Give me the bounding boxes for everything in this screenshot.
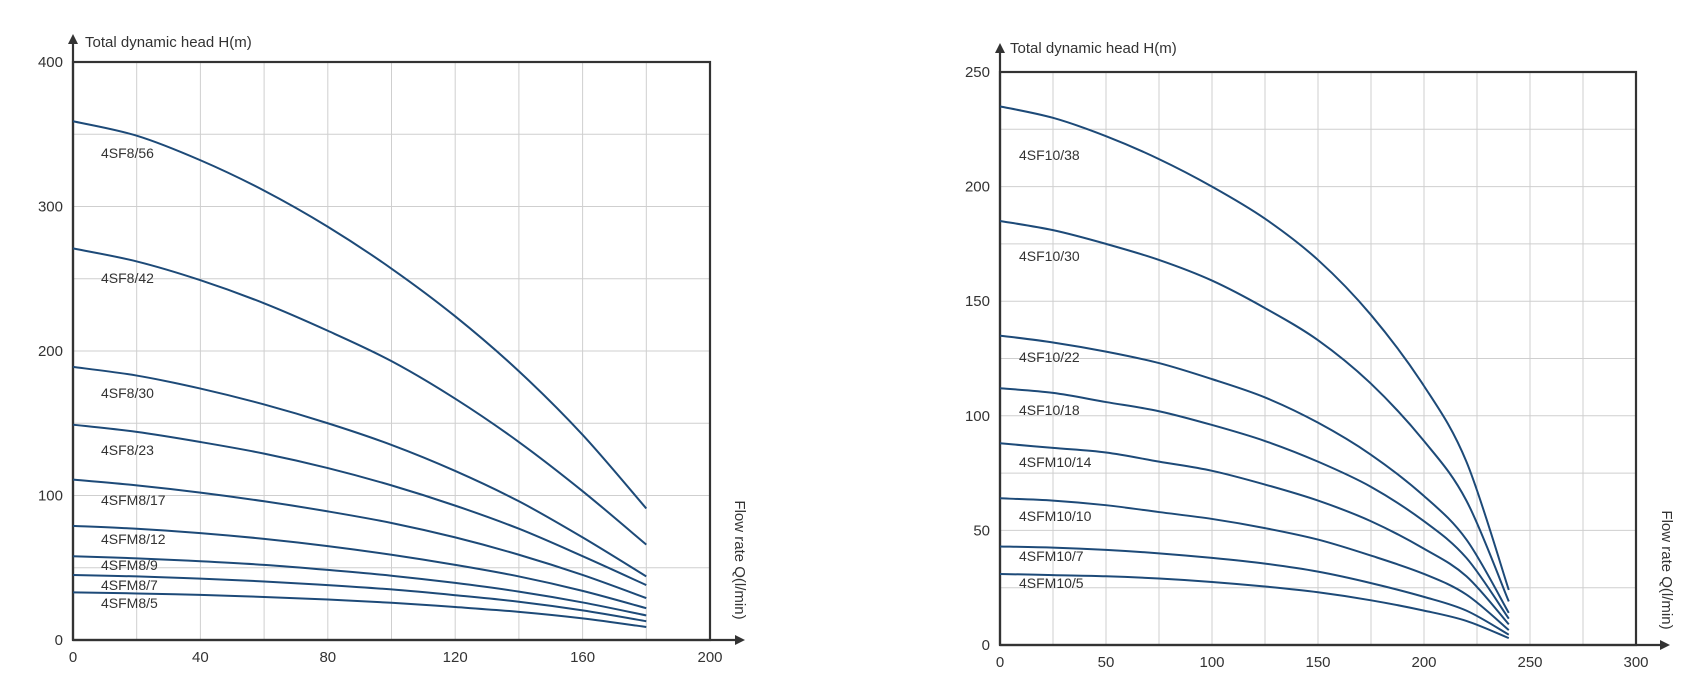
- x-axis-title: Flow rate Q(l/min): [1658, 510, 1675, 629]
- series-label: 4SF10/22: [1019, 349, 1080, 365]
- x-tick-label: 120: [443, 649, 468, 666]
- pump-curve-4sfm10-10: [999, 497, 1510, 631]
- pump-curve-4sfm10-7: [999, 545, 1510, 636]
- y-tick-label: 100: [965, 408, 990, 425]
- series-label: 4SF8/42: [101, 270, 154, 286]
- series-label: 4SFM10/5: [1019, 575, 1084, 591]
- x-tick-label: 40: [192, 649, 209, 666]
- pump-curve-4sfm10-5: [999, 572, 1510, 640]
- pump-curve-4sf8-30: [72, 365, 647, 578]
- pump-curve-4sf8-42: [72, 247, 647, 546]
- x-tick-label: 100: [1199, 654, 1224, 671]
- y-axis-title: Total dynamic head H(m): [85, 34, 252, 51]
- y-tick-label: 0: [982, 637, 990, 654]
- y-tick-label: 150: [965, 293, 990, 310]
- chart-panel-2: 0 50 100 150 200 250 0 50 100 150 200 250 300 Total d…: [965, 40, 1675, 671]
- x-tick-label: 0: [996, 654, 1004, 671]
- pump-curve-4sfm10-14: [999, 442, 1510, 626]
- pump-curve-4sfm8-9: [72, 555, 647, 617]
- x-axis-arrow-icon: [735, 635, 745, 645]
- series-label: 4SF10/30: [1019, 248, 1080, 264]
- pump-curve-4sf10-18: [999, 387, 1510, 620]
- x-tick-label: 0: [69, 649, 77, 666]
- y-tick-label: 300: [38, 199, 63, 216]
- pump-curve-4sf8-56: [72, 120, 648, 510]
- y-axis-arrow-icon: [995, 43, 1005, 53]
- pump-curve-4sfm8-7: [72, 573, 647, 623]
- series-label: 4SF10/18: [1019, 402, 1080, 418]
- y-tick-label: 200: [38, 343, 63, 360]
- series-label: 4SFM8/17: [101, 492, 166, 508]
- pump-curve-4sfm8-12: [72, 524, 647, 610]
- chart-panel-1: 0 100 200 300 400 0 40 80 120 160 200 Total dynamic…: [38, 34, 748, 666]
- series-label: 4SFM8/12: [101, 531, 166, 547]
- pump-curve-4sf10-22: [999, 334, 1510, 614]
- x-tick-label: 200: [697, 649, 722, 666]
- y-tick-label: 100: [38, 488, 63, 505]
- x-tick-label: 150: [1305, 654, 1330, 671]
- y-tick-label: 200: [965, 179, 990, 196]
- y-tick-label: 250: [965, 64, 990, 81]
- pump-curve-4sfm8-17: [72, 478, 647, 600]
- x-axis-title: Flow rate Q(l/min): [731, 500, 748, 619]
- series-label: 4SF8/56: [101, 145, 154, 161]
- x-tick-label: 200: [1411, 654, 1436, 671]
- y-axis-arrow-icon: [68, 34, 78, 44]
- series-label: 4SFM8/9: [101, 557, 158, 573]
- series-label: 4SFM8/5: [101, 595, 158, 611]
- x-tick-label: 160: [570, 649, 595, 666]
- pump-curve-4sf10-38: [999, 105, 1510, 591]
- x-tick-label: 300: [1623, 654, 1648, 671]
- series-label: 4SFM10/10: [1019, 508, 1092, 524]
- series-label: 4SFM10/14: [1019, 454, 1092, 470]
- pump-curve-4sfm8-5: [72, 591, 647, 628]
- series-label: 4SF10/38: [1019, 147, 1080, 163]
- y-tick-label: 0: [55, 632, 63, 649]
- pump-curve-4sf10-30: [999, 219, 1510, 602]
- series-label: 4SF8/23: [101, 442, 154, 458]
- series-label: 4SFM10/7: [1019, 548, 1084, 564]
- x-tick-label: 250: [1517, 654, 1542, 671]
- y-tick-label: 50: [973, 522, 990, 539]
- series-label: 4SF8/30: [101, 385, 154, 401]
- x-axis-arrow-icon: [1660, 640, 1670, 650]
- x-tick-label: 80: [319, 649, 336, 666]
- y-axis-title: Total dynamic head H(m): [1010, 40, 1177, 57]
- x-tick-label: 50: [1098, 654, 1115, 671]
- pump-curve-4sf8-23: [72, 423, 647, 587]
- y-tick-label: 400: [38, 54, 63, 71]
- series-label: 4SFM8/7: [101, 577, 158, 593]
